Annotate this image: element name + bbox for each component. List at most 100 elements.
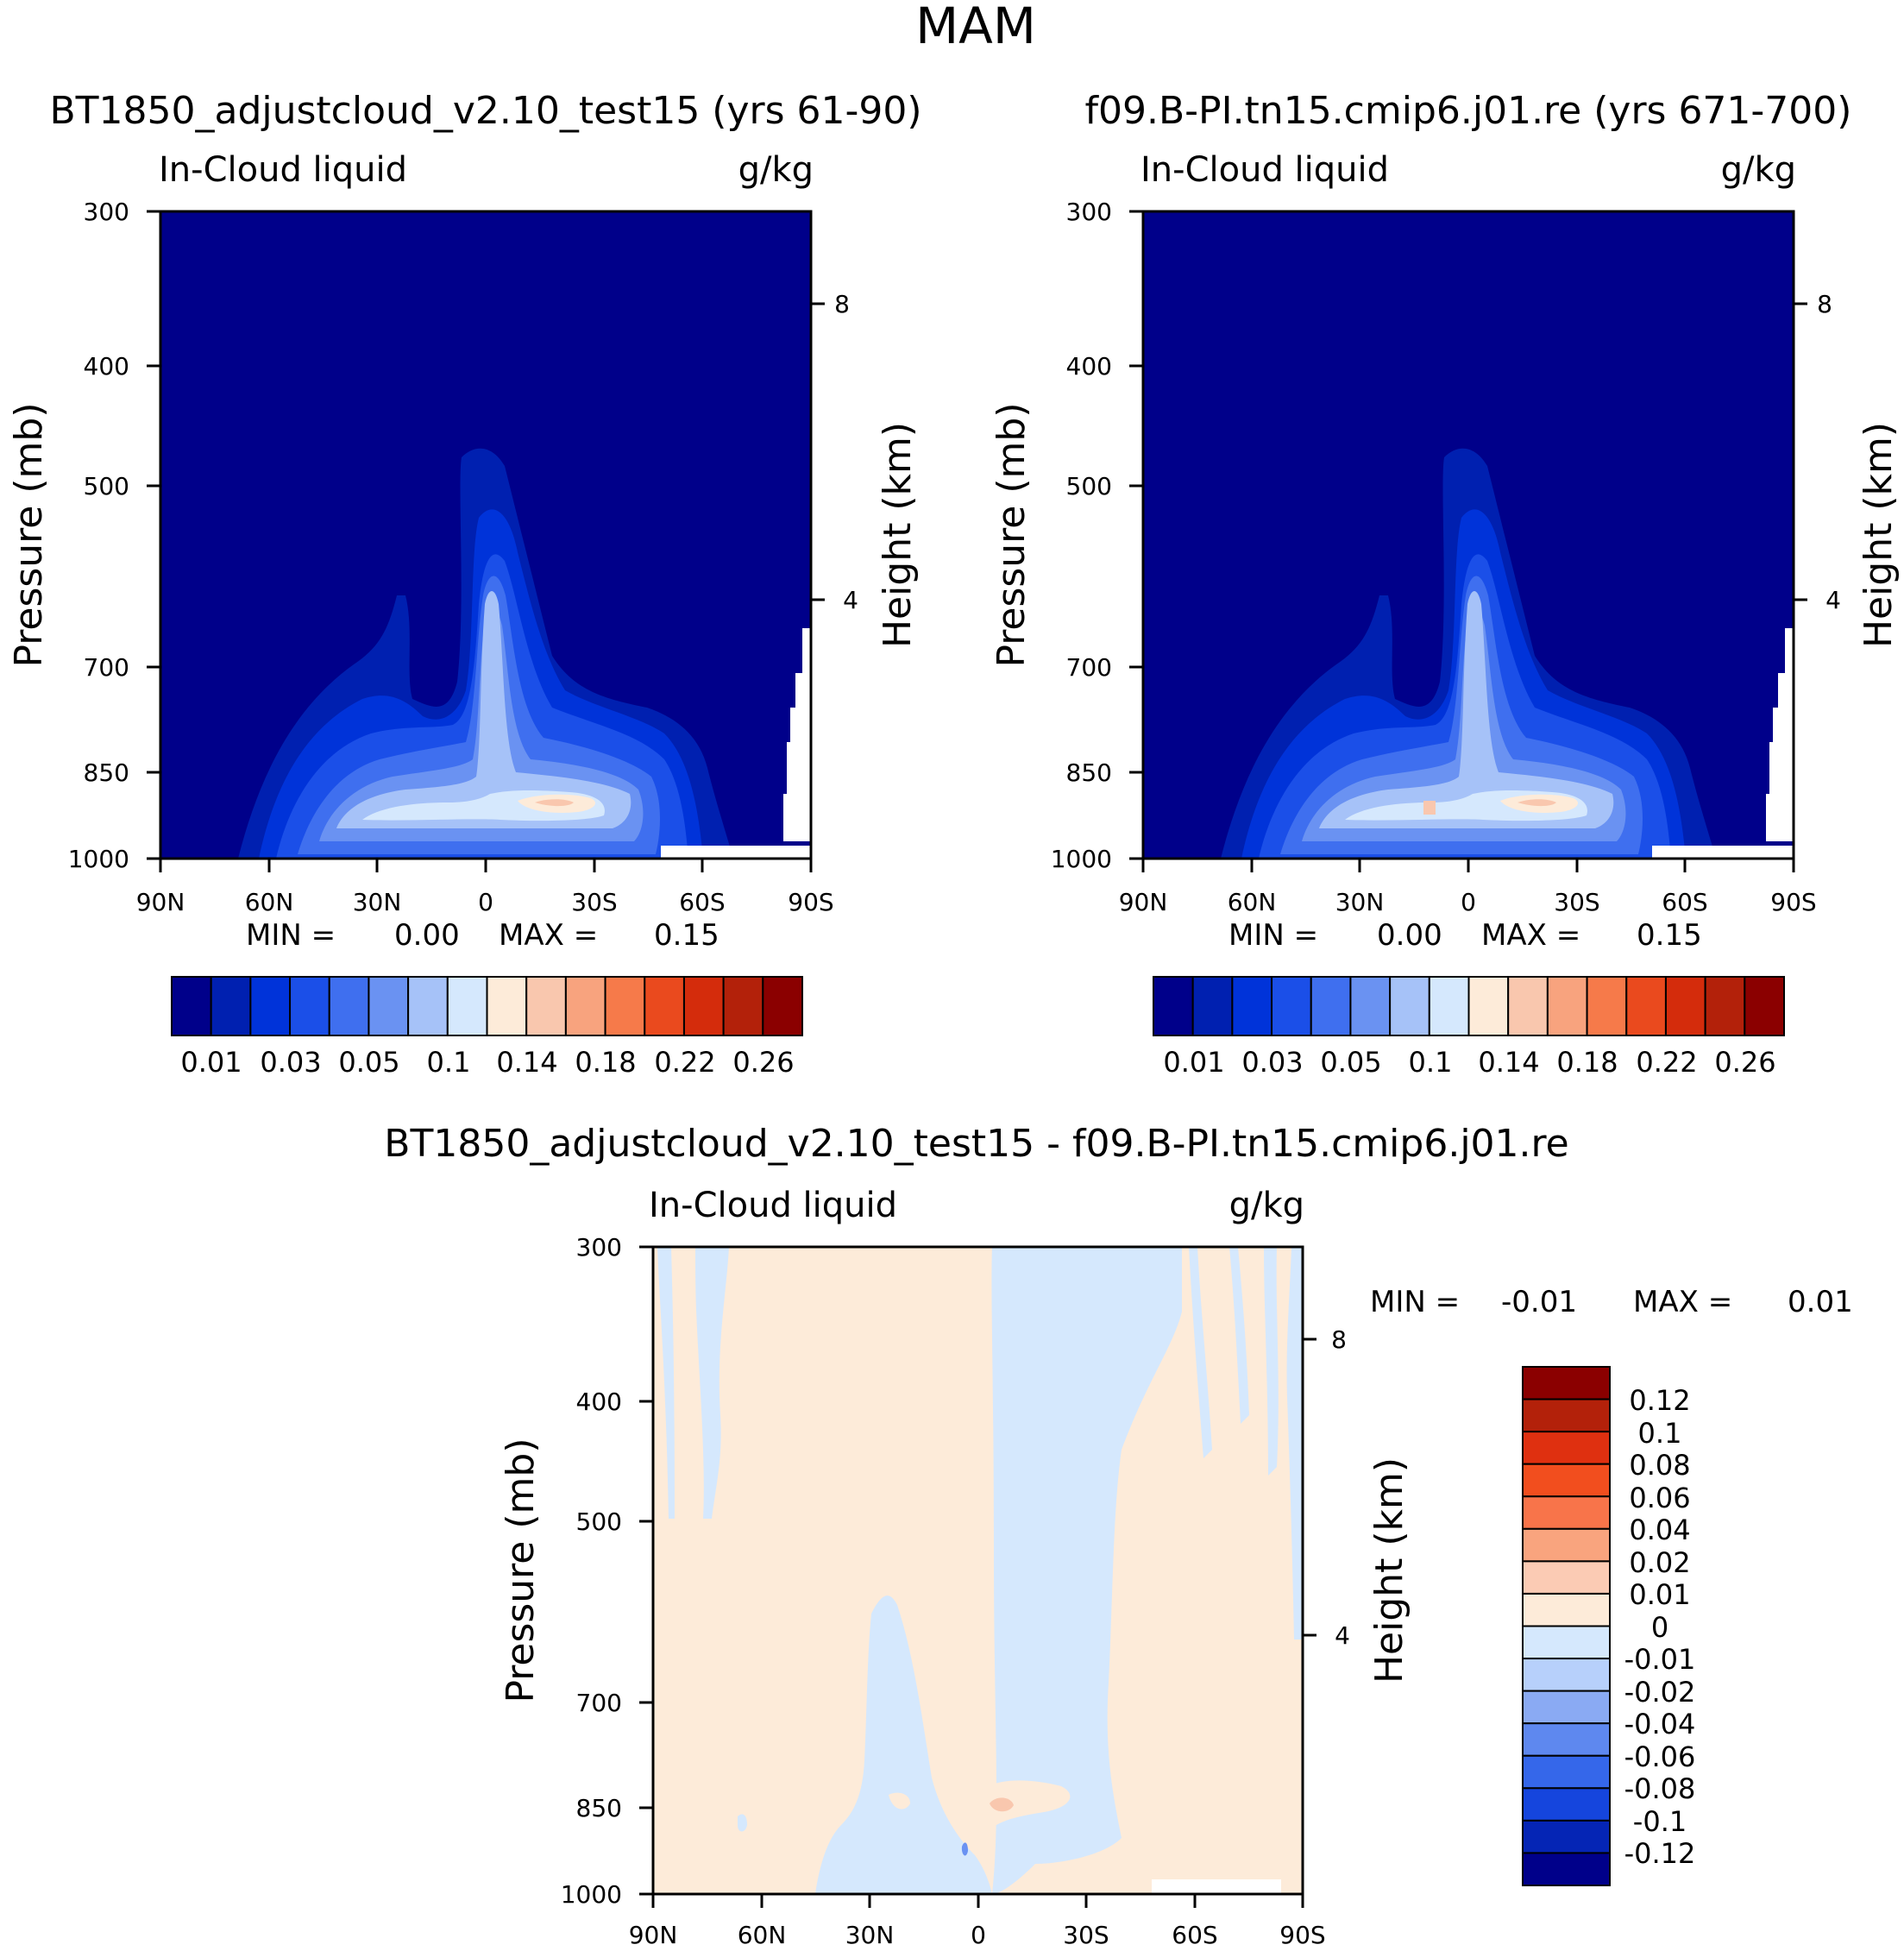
colorbar-label: -0.06	[1624, 1740, 1696, 1773]
max-label: MAX =	[1633, 1285, 1732, 1319]
colorbar-labels: 0.12 0.1 0.08 0.06 0.04 0.02 0.01 0 -0.0…	[1624, 1384, 1696, 1870]
contour-level-6	[336, 591, 632, 828]
panel-test: BT1850_adjustcloud_v2.10_test15 (yrs 61-…	[7, 89, 922, 1079]
contour-level-9	[535, 799, 574, 807]
x-tick-label: 90N	[1119, 888, 1168, 916]
positive-bump	[971, 1780, 1071, 1841]
x-tick-label: 30S	[1063, 1921, 1109, 1949]
y-tick-label: 850	[1066, 758, 1112, 787]
min-max-readout: MIN = -0.01 MAX = 0.01	[1370, 1285, 1853, 1319]
colorbar-label: 0	[1651, 1611, 1668, 1644]
missing-data-surface	[1652, 846, 1794, 859]
missing-data-terrain	[1766, 628, 1794, 841]
colorbar-label: 0.12	[1629, 1384, 1690, 1417]
colorbar-label: 0.26	[1714, 1046, 1775, 1079]
colorbar-label: 0.1	[427, 1046, 471, 1079]
colorbar-swatch	[1522, 1431, 1611, 1465]
colorbar-swatch	[407, 976, 449, 1036]
colorbar-swatch	[1153, 976, 1194, 1036]
y-axis-label: Pressure (mb)	[7, 403, 51, 668]
y-axis-left: 300 400 500 700 850 1000 Pressure (mb)	[7, 198, 160, 873]
colorbar-swatch	[1310, 976, 1352, 1036]
x-tick-label: 0	[971, 1921, 986, 1949]
x-tick-label: 60S	[679, 888, 725, 916]
contour-field	[160, 211, 811, 859]
x-tick-label: 90S	[788, 888, 833, 916]
y-tick-label: 1000	[1051, 845, 1112, 873]
y-tick-label: 500	[576, 1507, 622, 1536]
colorbar-label: 0.26	[732, 1046, 794, 1079]
x-axis: 90N 60N 30N 0 30S 60S 90S	[136, 859, 834, 916]
colorbar-label: 0.05	[338, 1046, 399, 1079]
contour-field	[653, 1247, 1303, 1894]
negative-patch	[738, 1814, 747, 1832]
y-axis-label: Pressure (mb)	[499, 1438, 543, 1703]
positive-strong-patch	[990, 1797, 1014, 1812]
colorbar-swatch	[1191, 976, 1234, 1036]
panel-title: BT1850_adjustcloud_v2.10_test15 (yrs 61-…	[49, 89, 921, 133]
x-tick-label: 0	[1461, 888, 1476, 916]
y-right-axis-label: Height (km)	[1857, 422, 1901, 648]
colorbar-swatch	[210, 976, 252, 1036]
colorbar-swatch	[1704, 976, 1746, 1036]
missing-data-terrain	[783, 628, 811, 841]
x-tick-label: 30N	[845, 1921, 895, 1949]
units-label: g/kg	[738, 150, 814, 190]
y-tick-label: 500	[84, 472, 129, 500]
colorbar-swatch	[1231, 976, 1273, 1036]
colorbar-swatch	[564, 976, 606, 1036]
x-tick-label: 90S	[1770, 888, 1816, 916]
y-right-tick-label: 8	[1817, 290, 1832, 318]
colorbar-swatch	[1744, 976, 1785, 1036]
y-right-tick-label: 4	[1335, 1621, 1350, 1650]
negative-region-north	[657, 1247, 675, 1519]
y-tick-label: 500	[1066, 472, 1112, 500]
colorbar-label: 0.02	[1629, 1546, 1690, 1579]
colorbar-swatch	[1522, 1690, 1611, 1725]
min-value: 0.00	[394, 918, 460, 953]
colorbar-label: -0.1	[1633, 1805, 1687, 1838]
max-value: 0.15	[654, 918, 719, 953]
colorbar-label: 0.08	[1629, 1449, 1690, 1482]
variable-label: In-Cloud liquid	[649, 1186, 897, 1225]
colorbar-swatch	[446, 976, 488, 1036]
min-max-readout: MIN = 0.00 MAX = 0.15	[246, 918, 719, 953]
colorbar-label: -0.01	[1624, 1643, 1696, 1676]
y-tick-label: 1000	[68, 845, 129, 873]
y-axis-left: 300 400 500 700 850 1000 Pressure (mb)	[499, 1233, 653, 1909]
y-tick-label: 1000	[561, 1880, 622, 1909]
min-label: MIN =	[1370, 1285, 1460, 1319]
colorbar-swatch	[682, 976, 725, 1036]
colorbar-swatch	[486, 976, 528, 1036]
colorbar-swatch	[1349, 976, 1392, 1036]
colorbar-swatch	[1522, 1463, 1611, 1498]
colorbar-swatch	[1389, 976, 1430, 1036]
y-right-axis-label: Height (km)	[876, 422, 920, 648]
colorbar-label: 0.1	[1409, 1046, 1453, 1079]
colorbar-swatch	[1586, 976, 1628, 1036]
colorbar-swatch	[1522, 1852, 1611, 1886]
units-label: g/kg	[1721, 150, 1796, 190]
colorbar-label: 0.05	[1320, 1046, 1381, 1079]
missing-data-surface	[1152, 1879, 1281, 1894]
colorbar-swatch	[1467, 976, 1510, 1036]
y-tick-label: 850	[84, 758, 129, 787]
colorbar-label: 0.03	[1241, 1046, 1303, 1079]
panel-difference: BT1850_adjustcloud_v2.10_test15 - f09.B-…	[384, 1122, 1852, 1949]
colorbar	[171, 976, 803, 1036]
colorbar	[1522, 1366, 1611, 1886]
colorbar-label: 0.04	[1629, 1514, 1690, 1546]
y-tick-label: 300	[576, 1233, 622, 1262]
colorbar-swatch	[525, 976, 567, 1036]
x-tick-label: 0	[478, 888, 493, 916]
panel-control: f09.B-PI.tn15.cmip6.j01.re (yrs 671-700)…	[990, 89, 1901, 1079]
contour-field	[1143, 211, 1794, 859]
colorbar-swatch	[1271, 976, 1312, 1036]
y-right-tick-label: 4	[1825, 586, 1841, 614]
colorbar-label: 0.03	[260, 1046, 321, 1079]
negative-region-center	[991, 1247, 1182, 1894]
y-axis-left: 300 400 500 700 850 1000 Pressure (mb)	[990, 198, 1143, 873]
colorbar-label: 0.01	[1629, 1578, 1690, 1611]
negative-region-north-2	[695, 1247, 729, 1519]
y-right-tick-label: 8	[834, 290, 850, 318]
